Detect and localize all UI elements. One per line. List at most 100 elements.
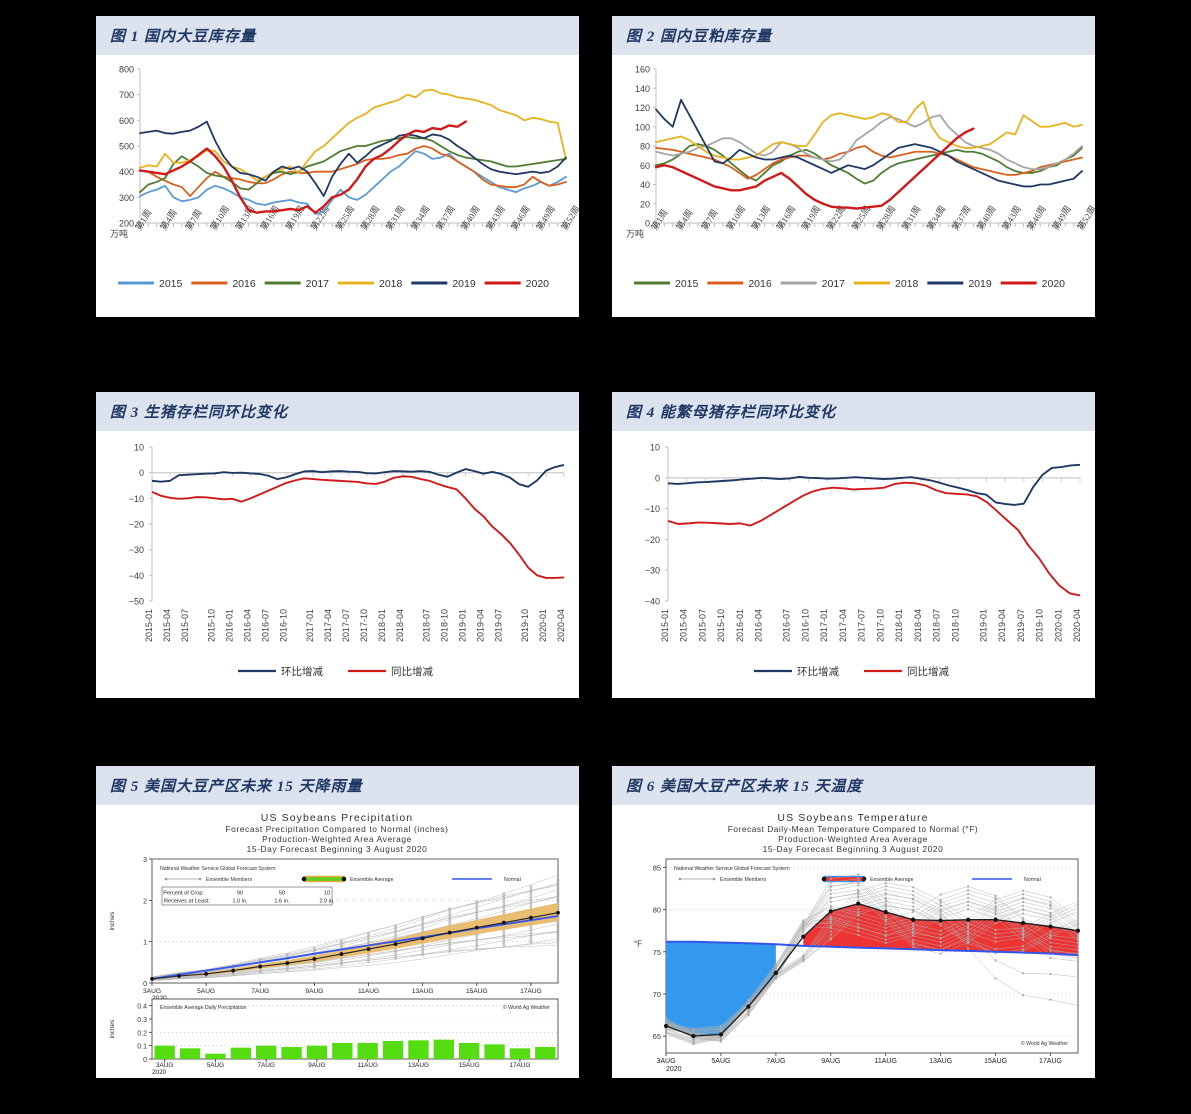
svg-text:2017-10: 2017-10 [875,609,885,642]
svg-text:2020: 2020 [666,1066,682,1073]
svg-text:2018-04: 2018-04 [395,609,405,642]
svg-text:同比增减: 同比增减 [907,665,949,678]
figure-1-chart: 200 300 400 500 600 700 800 万吨 第1周 第4周 第7周 第10周 第13周… [96,55,579,317]
svg-text:2016-01: 2016-01 [225,609,235,642]
svg-text:2019-01: 2019-01 [978,609,988,642]
svg-text:160: 160 [635,65,650,75]
svg-text:−20: −20 [129,520,144,530]
svg-text:120: 120 [635,103,650,113]
svg-text:−50: −50 [129,597,144,607]
svg-text:800: 800 [119,65,134,75]
svg-text:11AUG: 11AUG [357,1062,378,1069]
svg-text:13AUG: 13AUG [408,1062,429,1069]
svg-text:2018: 2018 [379,278,403,290]
svg-text:2018-10: 2018-10 [950,609,960,642]
svg-text:15AUG: 15AUG [466,988,488,995]
svg-text:US Soybeans Precipitation: US Soybeans Precipitation [261,812,413,824]
svg-text:2016-04: 2016-04 [754,609,764,642]
svg-text:Production-Weighted Area Avera: Production-Weighted Area Average [778,834,928,844]
svg-text:2016-10: 2016-10 [278,609,288,642]
svg-text:2019-10: 2019-10 [1035,609,1045,642]
svg-text:Ensemble Members: Ensemble Members [206,877,253,883]
svg-text:75: 75 [653,948,661,957]
svg-text:2020: 2020 [526,278,550,290]
svg-text:2016-01: 2016-01 [735,609,745,642]
svg-text:300: 300 [119,193,134,203]
svg-text:700: 700 [119,90,134,100]
svg-text:2016-07: 2016-07 [782,609,792,642]
svg-text:inches: inches [109,911,116,931]
svg-text:13AUG: 13AUG [929,1058,952,1065]
svg-text:Ensemble Average: Ensemble Average [870,877,914,883]
svg-text:2017-07: 2017-07 [857,609,867,642]
svg-text:1.0 in.: 1.0 in. [232,899,248,905]
svg-text:40: 40 [640,180,650,190]
svg-text:10: 10 [324,891,330,897]
svg-text:2016-04: 2016-04 [243,609,253,642]
svg-text:17AUG: 17AUG [1039,1058,1062,1065]
svg-text:0: 0 [139,468,144,478]
svg-text:2016: 2016 [232,278,256,290]
figure-5-title: 图 5 美国大豆产区未来 15 天降雨量 [96,766,579,805]
svg-text:9AUG: 9AUG [821,1058,840,1065]
svg-text:Forecast Precipitation Compare: Forecast Precipitation Compared to Norma… [225,824,448,834]
svg-text:同比增减: 同比增减 [391,665,433,678]
svg-text:0.4: 0.4 [137,1004,147,1011]
svg-text:2018-07: 2018-07 [932,609,942,642]
svg-text:13AUG: 13AUG [412,988,434,995]
svg-text:0.3: 0.3 [137,1017,147,1024]
svg-text:2019-01: 2019-01 [457,609,467,642]
svg-text:3: 3 [143,857,147,864]
svg-text:2019: 2019 [452,278,476,290]
svg-text:2020: 2020 [152,995,167,1002]
svg-text:2017: 2017 [306,278,330,290]
svg-text:Ensemble Average Daily Precipi: Ensemble Average Daily Precipitation [160,1005,247,1011]
svg-text:60: 60 [640,161,650,171]
svg-text:2018-01: 2018-01 [894,609,904,642]
figure-panel-2: 图 2 国内豆粕库存量 0 20 40 60 80 100 120 140 160 万吨 第1周 第4… [612,16,1095,317]
svg-text:2017-04: 2017-04 [323,609,333,642]
figure-1-title: 图 1 国内大豆库存量 [96,16,579,55]
svg-text:2015: 2015 [675,278,699,290]
svg-text:15AUG: 15AUG [459,1062,480,1069]
svg-text:9AUG: 9AUG [308,1062,325,1069]
figure-panel-6: 图 6 美国大豆产区未来 15 天温度 US Soybeans Temperat… [612,766,1095,1078]
svg-text:2.0 in.: 2.0 in. [319,899,335,905]
svg-text:2017-07: 2017-07 [341,609,351,642]
svg-text:0: 0 [655,473,660,483]
svg-text:2018-07: 2018-07 [422,609,432,642]
svg-text:0.2: 0.2 [137,1030,147,1037]
svg-text:Production-Weighted Area Avera: Production-Weighted Area Average [262,834,412,844]
svg-text:−20: −20 [645,535,660,545]
svg-text:10: 10 [650,443,660,453]
svg-text:°F: °F [634,939,642,948]
svg-text:2019-04: 2019-04 [997,609,1007,642]
svg-text:17AUG: 17AUG [509,1062,530,1069]
svg-text:2020-01: 2020-01 [538,609,548,642]
figure-6-title: 图 6 美国大豆产区未来 15 天温度 [612,766,1095,805]
svg-text:2015-10: 2015-10 [207,609,217,642]
svg-text:15AUG: 15AUG [984,1058,1007,1065]
svg-text:2015-01: 2015-01 [144,609,154,642]
svg-text:2020: 2020 [152,1069,167,1076]
svg-text:2017-01: 2017-01 [819,609,829,642]
svg-text:2017-10: 2017-10 [359,609,369,642]
svg-text:Ensemble Average: Ensemble Average [350,877,394,883]
figure-panel-4: 图 4 能繁母猪存栏同环比变化 10 0 −10 −20 −30 −40 2015-01 20… [612,392,1095,698]
svg-text:万吨: 万吨 [110,228,128,239]
svg-text:环比增减: 环比增减 [797,665,839,678]
svg-text:2018-04: 2018-04 [913,609,923,642]
svg-text:−40: −40 [129,571,144,581]
svg-text:500: 500 [119,142,134,152]
svg-text:2020-04: 2020-04 [1072,609,1082,642]
svg-text:7AUG: 7AUG [251,988,269,995]
svg-text:2015-04: 2015-04 [679,609,689,642]
svg-text:2: 2 [143,898,147,905]
svg-text:2019-04: 2019-04 [475,609,485,642]
svg-text:50: 50 [279,891,285,897]
svg-text:2017: 2017 [822,278,846,290]
svg-text:140: 140 [635,84,650,94]
figure-6-chart: US Soybeans Temperature Forecast Daily-Me… [612,805,1095,1078]
